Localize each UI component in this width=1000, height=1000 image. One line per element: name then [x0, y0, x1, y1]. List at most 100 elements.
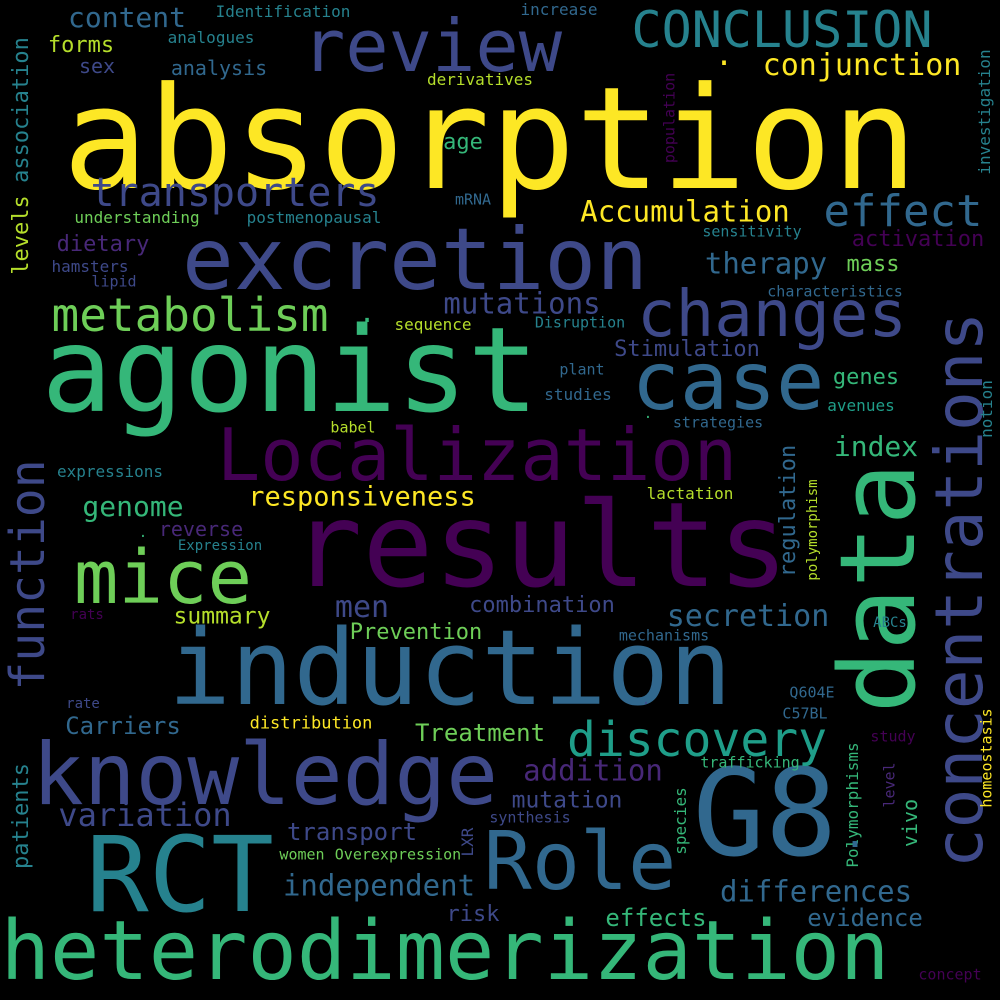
word-discovery: discovery [566, 712, 828, 768]
word-patients: patients [9, 763, 34, 869]
word-Overexpression: Overexpression [334, 845, 462, 864]
word-addition: addition [523, 753, 663, 788]
word-heterodimerization: heterodimerization [0, 904, 890, 999]
word-increase: increase [520, 0, 598, 19]
word-mice: mice [73, 535, 253, 621]
word-sensitivity: sensitivity [702, 222, 802, 241]
word-analysis: analysis [170, 56, 268, 80]
word-effect: effect [823, 186, 983, 237]
word-synthesis: synthesis [489, 808, 571, 827]
word-Carriers: Carriers [65, 712, 181, 740]
word-variation: variation [58, 796, 232, 834]
word-Treatment: Treatment [414, 719, 546, 747]
word-study: study [870, 727, 916, 746]
word-Role: Role [483, 815, 677, 908]
word-derivatives: derivatives [427, 70, 533, 89]
dot-mark: . [641, 692, 651, 708]
dot-mark: . [643, 406, 653, 422]
word-women: women [279, 845, 325, 864]
word-CONCLUSION: CONCLUSION [631, 1, 933, 59]
word-review: review [301, 4, 563, 88]
word-excretion: excretion [182, 210, 648, 310]
word-lipid: lipid [91, 272, 137, 291]
word-notion: notion [977, 380, 996, 438]
word-index: index [833, 430, 919, 463]
word-Accumulation: Accumulation [580, 194, 790, 229]
word-characteristics: characteristics [767, 282, 903, 301]
word-analogues: analogues [167, 28, 255, 47]
word-concept: concept [918, 965, 982, 984]
word-distribution: distribution [249, 713, 373, 734]
word-polymorphism: polymorphism [805, 479, 821, 581]
word-combination: combination [469, 593, 615, 618]
word-RCT: RCT [86, 814, 274, 936]
word-genes: genes [832, 365, 900, 390]
word-sex: sex [78, 54, 116, 78]
word-therapy: therapy [704, 246, 828, 281]
word-rate: rate [66, 696, 100, 712]
word-plant: plant [559, 360, 605, 379]
word-conjunction: conjunction [762, 48, 962, 83]
word-expressions: expressions [57, 462, 163, 481]
word-mass: mass [846, 252, 900, 277]
word-risk: risk [446, 902, 500, 927]
word-sequence: sequence [394, 315, 472, 334]
word-regulation: regulation [776, 444, 801, 578]
word-metabolism: metabolism [51, 288, 329, 342]
word-trafficking: trafficking [700, 753, 800, 772]
word-investigation: investigation [975, 49, 994, 175]
word-secretion: secretion [666, 599, 830, 634]
word-homeostasis: homeostasis [977, 708, 996, 808]
word-strategies: strategies [672, 413, 764, 432]
word-studies: studies [544, 385, 612, 404]
word-knowledge: knowledge [32, 725, 498, 825]
word-lactation: lactation [646, 484, 734, 503]
word-rats: rats [70, 607, 104, 623]
word-Disruption: Disruption [534, 313, 626, 332]
word-G8: G8 [692, 745, 838, 884]
word-understanding: understanding [74, 208, 200, 227]
word-ABCs: ABCs [873, 615, 907, 631]
word-mechanisms: mechanisms [618, 626, 710, 645]
word-avenues: avenues [827, 396, 895, 415]
word-content: content [67, 1, 187, 34]
word-reverse: reverse [158, 517, 244, 541]
word-dietary: dietary [56, 232, 150, 257]
word-absorption: absorption [62, 57, 918, 222]
word-transporters: transporters [90, 170, 380, 216]
word-Stimulation: Stimulation [614, 337, 760, 362]
word-Q604E: Q604E [789, 683, 835, 702]
word-vivo: vivo [898, 798, 922, 848]
word-responsiveness: responsiveness [248, 481, 476, 513]
word-induction: induction [168, 607, 732, 729]
word-Identification: Identification [215, 2, 351, 21]
word-forms: forms [47, 33, 115, 58]
word-age: age [443, 130, 483, 155]
word-LXR: LXR [458, 827, 477, 857]
word-genome: genome [82, 490, 184, 523]
word-mutations: mutations [443, 286, 601, 321]
word-differences: differences [719, 874, 913, 909]
word-C57BL: C57BL [782, 704, 828, 723]
word-species: species [671, 787, 690, 855]
word-effects: effects [605, 904, 707, 932]
word-postmenopausal: postmenopausal [246, 208, 382, 227]
word-population: population [660, 72, 679, 164]
word-levels: levels [9, 195, 34, 275]
dot-mark: . [358, 296, 376, 329]
word-mutation: mutation [511, 787, 623, 814]
word-transport: transport [286, 818, 418, 846]
word-Expression: Expression [177, 538, 263, 554]
word-men: men [334, 590, 390, 625]
word-activation: activation [851, 227, 985, 252]
dot-mark: . [842, 811, 868, 857]
word-Localization: Localization [216, 413, 738, 497]
word-case: case [631, 335, 825, 428]
word-independent: independent [282, 868, 476, 903]
word-summary: summary [173, 603, 271, 630]
word-evidence: evidence [807, 904, 923, 932]
word-association: association [9, 37, 34, 183]
word-changes: changes [637, 278, 907, 352]
dot-mark: . [138, 525, 148, 541]
